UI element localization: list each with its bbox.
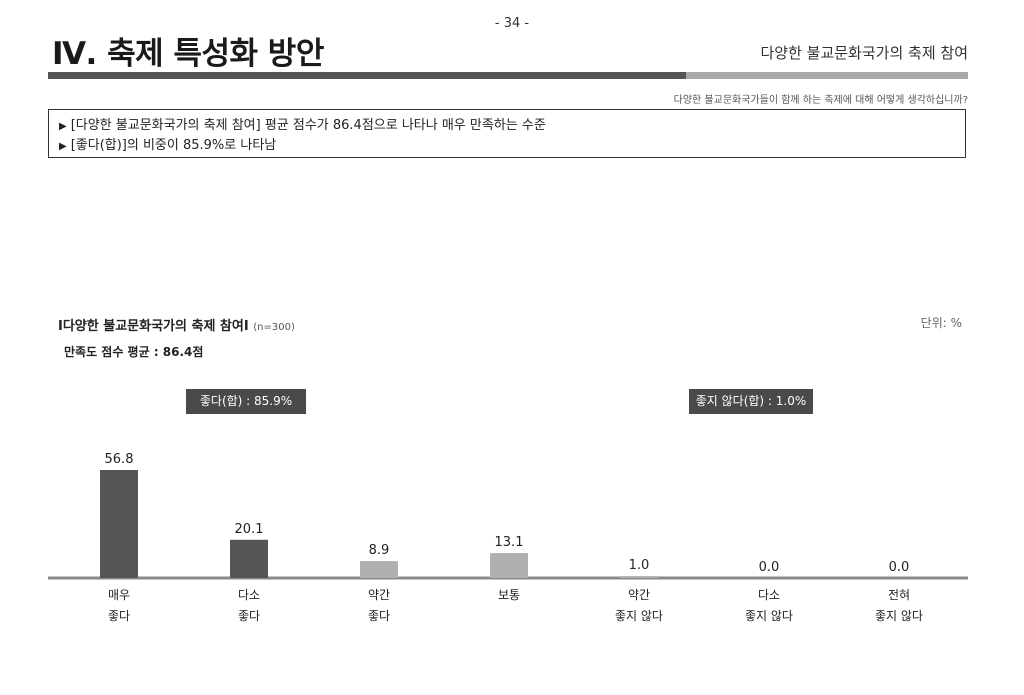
- header-rule: [48, 72, 968, 79]
- category-label-5-1: 좋지 않다: [745, 609, 793, 623]
- bar-value-label-3: 13.1: [495, 535, 524, 550]
- section-subtitle: 다양한 불교문화국가의 축제 참여: [760, 44, 968, 62]
- category-label-6-0: 전혀: [888, 588, 910, 602]
- bar-1: [230, 539, 268, 578]
- header-rule-light: [686, 72, 968, 79]
- chart-title: Ⅰ다양한 불교문화국가의 축제 참여Ⅰ (n=300): [58, 315, 295, 334]
- summary-line-1: ▶ [다양한 불교문화국가의 축제 참여] 평균 점수가 86.4점으로 나타나 …: [59, 116, 955, 136]
- bar-value-label-1: 20.1: [235, 522, 264, 537]
- category-label-3-0: 보통: [498, 588, 520, 602]
- chapter-title: Ⅳ. 축제 특성화 방안: [52, 36, 324, 72]
- bar-3: [490, 553, 528, 578]
- category-label-4-0: 약간: [628, 587, 650, 602]
- bar-2: [360, 561, 398, 578]
- bar-value-label-5: 0.0: [759, 560, 780, 575]
- category-label-2-1: 좋다: [368, 609, 390, 623]
- summary-line-2-text: [좋다(합)]의 비중이 85.9%로 나타남: [70, 138, 277, 153]
- summary-line-2: ▶ [좋다(합)]의 비중이 85.9%로 나타남: [59, 136, 955, 156]
- page-number: - 34 -: [494, 16, 530, 31]
- triangle-right-icon: ▶: [59, 121, 67, 132]
- category-label-4-1: 좋지 않다: [615, 609, 663, 623]
- summary-box: ▶ [다양한 불교문화국가의 축제 참여] 평균 점수가 86.4점으로 나타나 …: [48, 109, 966, 158]
- bar-4: [620, 576, 658, 578]
- unit-label: 단위: %: [920, 316, 962, 330]
- chart-sample-size: (n=300): [253, 322, 295, 333]
- negative-total-badge: 좋지 않다(합) : 1.0%: [689, 389, 813, 414]
- bar-0: [100, 470, 138, 578]
- category-label-1-0: 다소: [238, 588, 260, 602]
- bar-value-label-0: 56.8: [105, 452, 134, 467]
- triangle-right-icon: ▶: [59, 141, 67, 152]
- chart-title-text: Ⅰ다양한 불교문화국가의 축제 참여Ⅰ: [58, 319, 249, 334]
- category-label-0-1: 좋다: [108, 609, 130, 623]
- summary-line-1-text: [다양한 불교문화국가의 축제 참여] 평균 점수가 86.4점으로 나타나 매…: [70, 118, 546, 133]
- header-rule-dark: [48, 72, 686, 79]
- category-label-2-0: 약간: [368, 587, 390, 602]
- mean-score: 만족도 점수 평균 : 86.4점: [64, 345, 204, 359]
- bar-value-label-4: 1.0: [629, 558, 650, 573]
- bar-value-label-6: 0.0: [889, 560, 910, 575]
- category-label-6-1: 좋지 않다: [875, 609, 923, 623]
- positive-total-badge: 좋다(합) : 85.9%: [186, 389, 306, 414]
- bar-value-label-2: 8.9: [369, 543, 390, 558]
- category-label-1-1: 좋다: [238, 609, 260, 623]
- category-label-5-0: 다소: [758, 588, 780, 602]
- survey-question: 다양한 불교문화국가들이 함께 하는 축제에 대해 어떻게 생각하십니까?: [673, 95, 968, 106]
- category-label-0-0: 매우: [108, 588, 130, 602]
